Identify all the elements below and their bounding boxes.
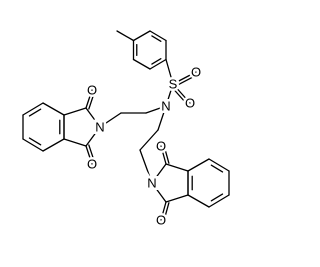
- bond: [163, 202, 170, 222]
- bond: [172, 71, 197, 85]
- bond: [132, 58, 151, 70]
- bond: [85, 107, 101, 128]
- oxygen-label: O: [156, 213, 166, 228]
- bond: [165, 163, 189, 172]
- bond: [157, 105, 167, 131]
- nitrogen-label: N: [161, 99, 170, 114]
- bond: [187, 158, 210, 172]
- bond: [151, 35, 162, 42]
- oxygen-label: O: [185, 96, 195, 111]
- bond: [160, 145, 167, 165]
- bond: [187, 194, 210, 208]
- bond: [210, 193, 224, 202]
- bond: [145, 105, 167, 114]
- bond: [88, 90, 96, 110]
- bond: [139, 129, 159, 151]
- bond: [28, 137, 42, 146]
- bond: [22, 138, 44, 152]
- bond: [88, 144, 96, 164]
- nitrogen-label: N: [95, 120, 104, 135]
- bond: [99, 112, 122, 128]
- sulfur-label: S: [169, 77, 178, 92]
- bond: [42, 102, 65, 116]
- oxygen-label: O: [156, 139, 166, 154]
- bond: [139, 149, 153, 184]
- bond: [22, 102, 44, 116]
- bond: [165, 58, 174, 85]
- bond: [163, 144, 170, 164]
- bond: [210, 164, 224, 173]
- bond: [149, 58, 167, 70]
- bonds: [22, 30, 230, 222]
- bond: [165, 194, 189, 203]
- bond: [149, 30, 167, 42]
- bond: [173, 74, 199, 88]
- bond: [116, 30, 135, 42]
- bond: [85, 89, 93, 109]
- bond: [132, 30, 151, 42]
- bond: [170, 85, 189, 106]
- bond: [151, 58, 162, 65]
- bond: [151, 163, 167, 184]
- bond: [160, 201, 167, 221]
- oxygen-label: O: [87, 157, 97, 172]
- bond: [28, 108, 42, 117]
- oxygen-label: O: [191, 65, 201, 80]
- bond: [85, 145, 93, 165]
- bond: [208, 194, 230, 208]
- bond: [42, 138, 65, 152]
- bond: [208, 158, 230, 172]
- bond: [63, 107, 87, 116]
- oxygen-label: O: [87, 83, 97, 98]
- nitrogen-label: N: [147, 176, 156, 191]
- bond: [172, 83, 191, 104]
- bond: [165, 83, 174, 107]
- bond: [85, 126, 101, 147]
- bond: [151, 182, 167, 203]
- bond: [63, 138, 87, 147]
